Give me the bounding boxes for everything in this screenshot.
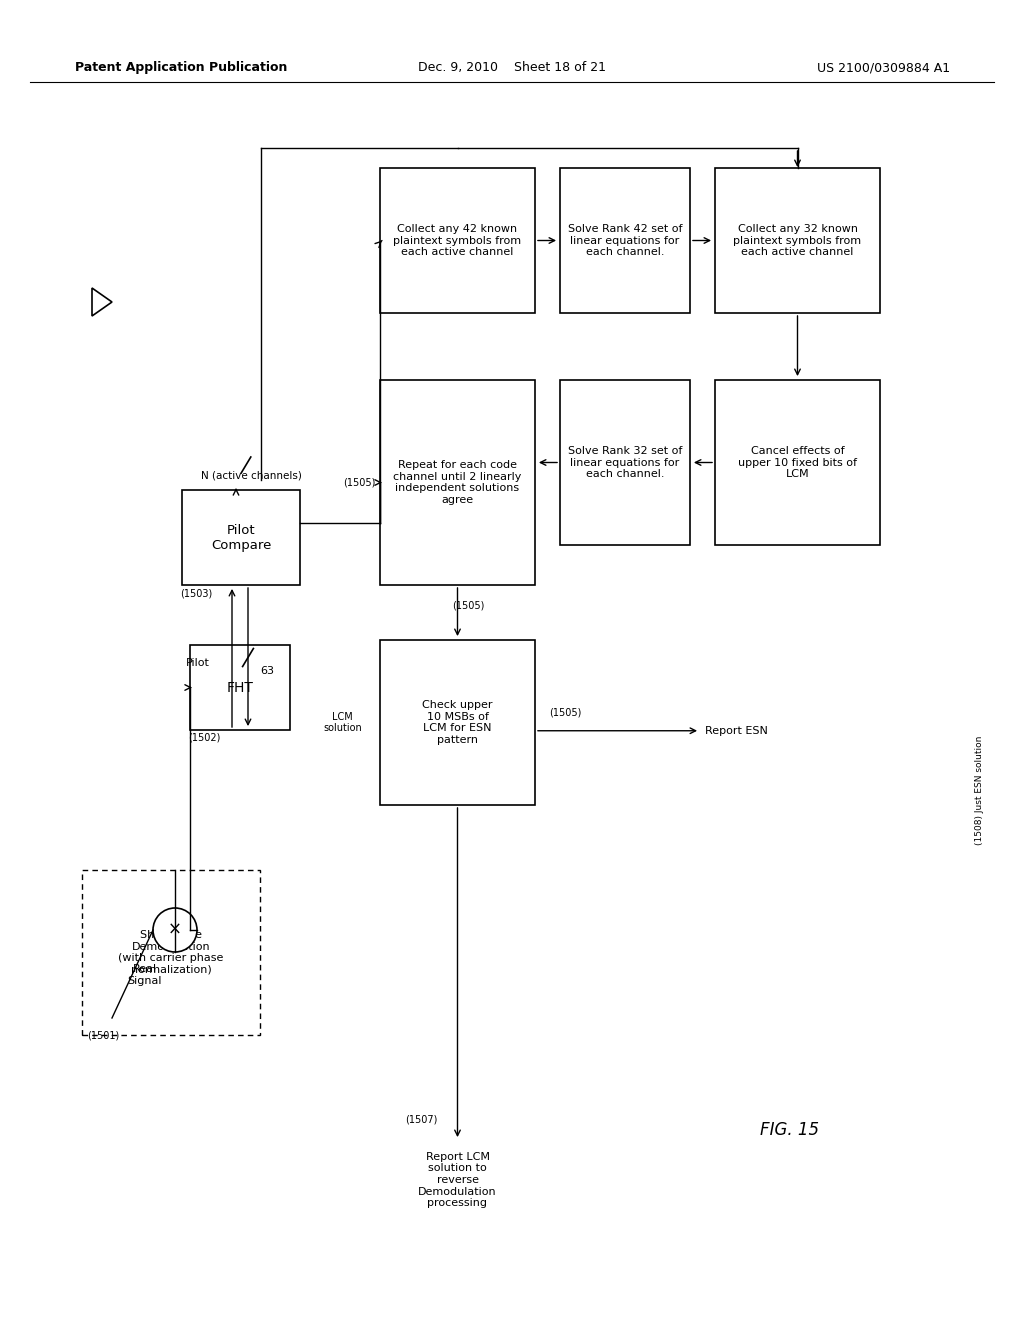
Bar [182, 490, 300, 585]
Bar [380, 380, 535, 585]
Bar [82, 870, 260, 1035]
Circle shape [153, 908, 197, 952]
Text: Report ESN: Report ESN [705, 726, 768, 735]
Bar [380, 168, 535, 313]
Text: Report LCM
solution to
reverse
Demodulation
processing: Report LCM solution to reverse Demodulat… [418, 1152, 497, 1208]
Text: (1505): (1505) [453, 601, 485, 610]
Text: FHT: FHT [226, 681, 253, 694]
Text: N (active channels): N (active channels) [201, 470, 301, 480]
Text: Pilot
Compare: Pilot Compare [211, 524, 271, 552]
Bar [190, 645, 290, 730]
Text: ×: × [168, 921, 182, 939]
Bar [380, 640, 535, 805]
Text: (1505): (1505) [549, 708, 582, 718]
Text: Solve Rank 32 set of
linear equations for
each channel.: Solve Rank 32 set of linear equations fo… [568, 446, 682, 479]
Text: Dec. 9, 2010    Sheet 18 of 21: Dec. 9, 2010 Sheet 18 of 21 [418, 62, 606, 74]
Text: Solve Rank 42 set of
linear equations for
each channel.: Solve Rank 42 set of linear equations fo… [567, 224, 682, 257]
Text: Collect any 42 known
plaintext symbols from
each active channel: Collect any 42 known plaintext symbols f… [393, 224, 521, 257]
Text: (1502): (1502) [188, 733, 220, 743]
Text: Patent Application Publication: Patent Application Publication [75, 62, 288, 74]
Text: FIG. 15: FIG. 15 [761, 1121, 819, 1139]
Text: Check upper
10 MSBs of
LCM for ESN
pattern: Check upper 10 MSBs of LCM for ESN patte… [422, 700, 493, 744]
Text: 63: 63 [260, 665, 274, 676]
Text: (1508) Just ESN solution: (1508) Just ESN solution [976, 735, 984, 845]
Text: US 2100/0309884 A1: US 2100/0309884 A1 [817, 62, 950, 74]
Text: Collect any 32 known
plaintext symbols from
each active channel: Collect any 32 known plaintext symbols f… [733, 224, 861, 257]
Text: Short Code
Demodulation
(with carrier phase
normalization): Short Code Demodulation (with carrier ph… [119, 931, 223, 975]
Text: Cancel effects of
upper 10 fixed bits of
LCM: Cancel effects of upper 10 fixed bits of… [738, 446, 857, 479]
Text: Real
Signal: Real Signal [128, 964, 162, 986]
Bar [560, 168, 690, 313]
Bar [715, 380, 880, 545]
Text: (1507): (1507) [406, 1115, 437, 1125]
Text: (1503): (1503) [180, 587, 212, 598]
Bar [560, 380, 690, 545]
Text: Pilot: Pilot [186, 657, 210, 668]
Text: LCM
solution: LCM solution [324, 711, 362, 734]
Text: (1501): (1501) [87, 1030, 119, 1040]
Bar [715, 168, 880, 313]
Text: (1505): (1505) [343, 478, 375, 487]
Text: Repeat for each code
channel until 2 linearly
independent solutions
agree: Repeat for each code channel until 2 lin… [393, 461, 521, 504]
